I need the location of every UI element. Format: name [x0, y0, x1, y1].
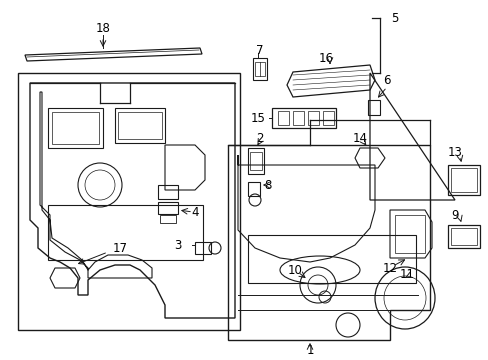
Bar — [450, 168, 476, 192]
Bar — [292, 111, 304, 125]
Bar — [323, 111, 333, 125]
Text: 12: 12 — [382, 261, 397, 274]
Bar — [115, 108, 164, 143]
Text: 8: 8 — [264, 179, 271, 192]
Bar — [160, 215, 176, 223]
Text: 17: 17 — [112, 242, 127, 255]
Bar — [195, 242, 210, 254]
Text: 16: 16 — [318, 51, 333, 64]
Bar — [48, 205, 203, 260]
Bar — [394, 215, 424, 253]
Text: 11: 11 — [399, 269, 414, 282]
Bar — [254, 62, 264, 76]
Bar — [52, 112, 99, 144]
Bar — [252, 58, 266, 80]
Text: 4: 4 — [191, 206, 198, 219]
Text: 3: 3 — [174, 239, 182, 252]
Bar — [247, 182, 260, 196]
Bar — [278, 111, 288, 125]
Bar — [247, 148, 264, 174]
Text: 10: 10 — [287, 264, 302, 276]
Bar — [450, 228, 476, 245]
Bar — [158, 185, 178, 199]
Text: 13: 13 — [447, 145, 462, 158]
Text: 1: 1 — [305, 343, 313, 356]
Bar — [247, 235, 415, 283]
Text: 2: 2 — [256, 131, 263, 144]
Bar — [249, 152, 262, 170]
Text: 14: 14 — [352, 131, 367, 144]
Text: 9: 9 — [450, 208, 458, 221]
Text: 6: 6 — [383, 73, 390, 86]
Bar — [158, 202, 178, 214]
Text: 7: 7 — [256, 44, 263, 57]
Text: 18: 18 — [95, 22, 110, 35]
Text: 15: 15 — [250, 112, 265, 125]
Text: 5: 5 — [390, 12, 398, 24]
Bar — [18, 73, 240, 330]
Bar — [307, 111, 318, 125]
Bar — [48, 108, 103, 148]
Bar — [118, 112, 162, 139]
